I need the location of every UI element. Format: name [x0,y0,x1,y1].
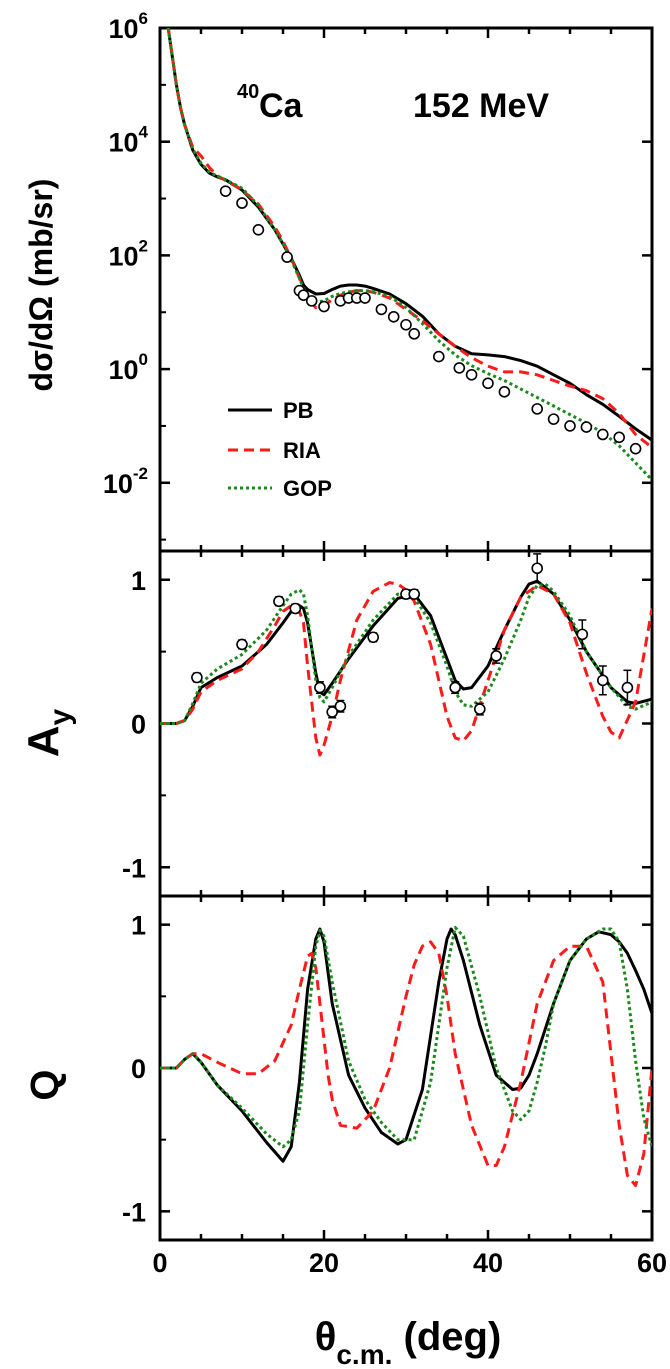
data-point [252,224,265,236]
y-tick-exp: -2 [133,464,148,483]
data-point [236,638,248,651]
data-point [580,421,593,433]
y-tick-label: -1 [122,853,146,883]
data-point [576,628,589,641]
data-point [490,650,503,662]
data-point [281,251,293,263]
data-point [596,674,609,687]
data-point [400,318,412,331]
y-tick-exp: 6 [139,9,148,28]
data-point [498,386,511,398]
series-line-gop [166,28,652,481]
data-point [564,420,576,432]
series-line-ria [160,581,652,757]
plot-frame [158,549,654,898]
y-tick-label: 104 [108,123,148,158]
data-point [408,328,421,340]
nucleus-mass-number: 40 [237,81,259,103]
ay-sub: y [44,708,77,725]
data-point [453,362,466,374]
nucleus-symbol: Ca [259,87,304,125]
y-tick-base: 10 [108,355,138,385]
y-axis-title-analyzing-power: Ay [19,708,77,757]
plot-frame [158,26,654,553]
y-tick-exp: 0 [139,350,148,369]
y-tick-label: 1 [131,566,146,596]
y-tick-base: 10 [103,469,133,499]
data-point [219,185,232,197]
series-group [160,926,652,1187]
analyzing-power-panel: 1 0 -1 [122,549,654,898]
x-axis-title-sub: c.m. [336,1339,392,1369]
data-point [465,368,478,381]
y-tick-label: 102 [108,236,148,271]
series-group [160,579,652,757]
data-point [613,431,626,444]
data-point [482,377,494,390]
data-point [531,562,544,575]
data-point [408,588,421,600]
y-axis-title-spin-rotation: Q [23,1069,67,1100]
data-point [621,681,634,694]
x-axis-title-unit: (deg) [392,1315,501,1359]
legend: PB RIA GOP [228,398,332,501]
x-tick-label: 20 [309,1248,339,1278]
data-point [318,300,330,313]
data-point [297,289,310,301]
x-axis-title-theta: θ [315,1315,337,1359]
x-tick-label: 0 [152,1248,167,1278]
series-line-pb [160,579,652,725]
x-tick-label: 40 [473,1248,503,1278]
series-line-gop [160,582,652,725]
data-point [314,681,326,694]
series-line-ria [160,940,652,1187]
data-point [432,350,445,363]
data-point [359,292,371,304]
data-point [547,413,560,425]
data-point [449,681,462,694]
data-point [367,631,380,644]
y-tick-label: -1 [122,1197,146,1227]
y-tick-label: 10-2 [103,464,148,499]
data-point [289,602,302,615]
beam-energy-label: 152 MeV [413,87,549,125]
ay-main: A [19,725,68,757]
data-point [473,703,486,715]
x-tick-label: 60 [637,1248,667,1278]
legend-label-pb: PB [283,398,314,423]
spin-rotation-panel: 10-10 20 40 60 [122,894,667,1278]
y-tick-label: 0 [131,1054,146,1084]
series-line-pb [160,927,652,1163]
data-point [629,442,642,455]
y-tick-label: 100 [108,350,148,385]
y-tick-label: 1 [131,911,146,941]
data-point [596,428,609,441]
legend-label-gop: GOP [283,476,332,501]
series-line-gop [160,926,652,1149]
data-point [375,303,388,316]
y-tick-exp: 4 [139,123,149,142]
y-tick-label: 106 [108,9,148,44]
data-point [191,671,203,684]
y-axis-title-cross-section: dσ/dΩ (mb/sr) [23,179,59,392]
y-tick-label: 0 [131,710,146,740]
y-tick-base: 10 [108,128,138,158]
y-tick-base: 10 [108,14,138,44]
data-point [334,700,347,713]
data-point [305,295,318,307]
data-point [531,403,544,415]
data-point [273,595,285,608]
svg-text:Ay: Ay [19,708,77,757]
y-tick-base: 10 [108,241,138,271]
x-axis-title: θc.m. (deg) [315,1315,502,1369]
data-point [387,310,400,323]
legend-label-ria: RIA [283,438,321,463]
data-point [236,197,248,209]
y-tick-exp: 2 [139,236,148,255]
